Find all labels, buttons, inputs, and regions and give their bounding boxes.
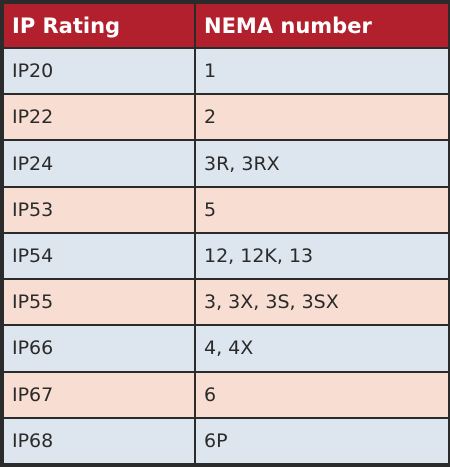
ip-rating-cell: IP67	[2, 370, 196, 419]
table-row: IP20 1	[2, 46, 450, 96]
nema-number-cell: 5	[194, 185, 450, 234]
nema-number-cell: 3R, 3RX	[194, 139, 450, 188]
column-header-nema-number: NEMA number	[194, 2, 450, 49]
table-row: IP54 12, 12K, 13	[2, 231, 450, 281]
ip-rating-cell: IP24	[2, 139, 196, 188]
nema-number-cell: 6	[194, 370, 450, 419]
nema-number-cell: 4, 4X	[194, 324, 450, 373]
table-row: IP24 3R, 3RX	[2, 139, 450, 188]
nema-number-cell: 12, 12K, 13	[194, 231, 450, 281]
table-row: IP55 3, 3X, 3S, 3SX	[2, 278, 450, 327]
table-row: IP53 5	[2, 185, 450, 234]
nema-number-cell: 2	[194, 93, 450, 142]
nema-number-cell: 6P	[194, 416, 450, 466]
ip-rating-cell: IP55	[2, 278, 196, 327]
nema-number-cell: 1	[194, 46, 450, 96]
table-row: IP68 6P	[2, 416, 450, 466]
nema-number-cell: 3, 3X, 3S, 3SX	[194, 278, 450, 327]
table-row: IP22 2	[2, 93, 450, 142]
ip-rating-cell: IP68	[2, 416, 196, 466]
ip-rating-cell: IP53	[2, 185, 196, 234]
table-row: IP66 4, 4X	[2, 324, 450, 373]
ip-rating-cell: IP20	[2, 46, 196, 96]
ip-rating-cell: IP66	[2, 324, 196, 373]
ip-rating-cell: IP54	[2, 231, 196, 281]
table-header-row: IP Rating NEMA number	[2, 2, 450, 49]
column-header-ip-rating: IP Rating	[2, 2, 196, 49]
table-row: IP67 6	[2, 370, 450, 419]
ip-rating-cell: IP22	[2, 93, 196, 142]
